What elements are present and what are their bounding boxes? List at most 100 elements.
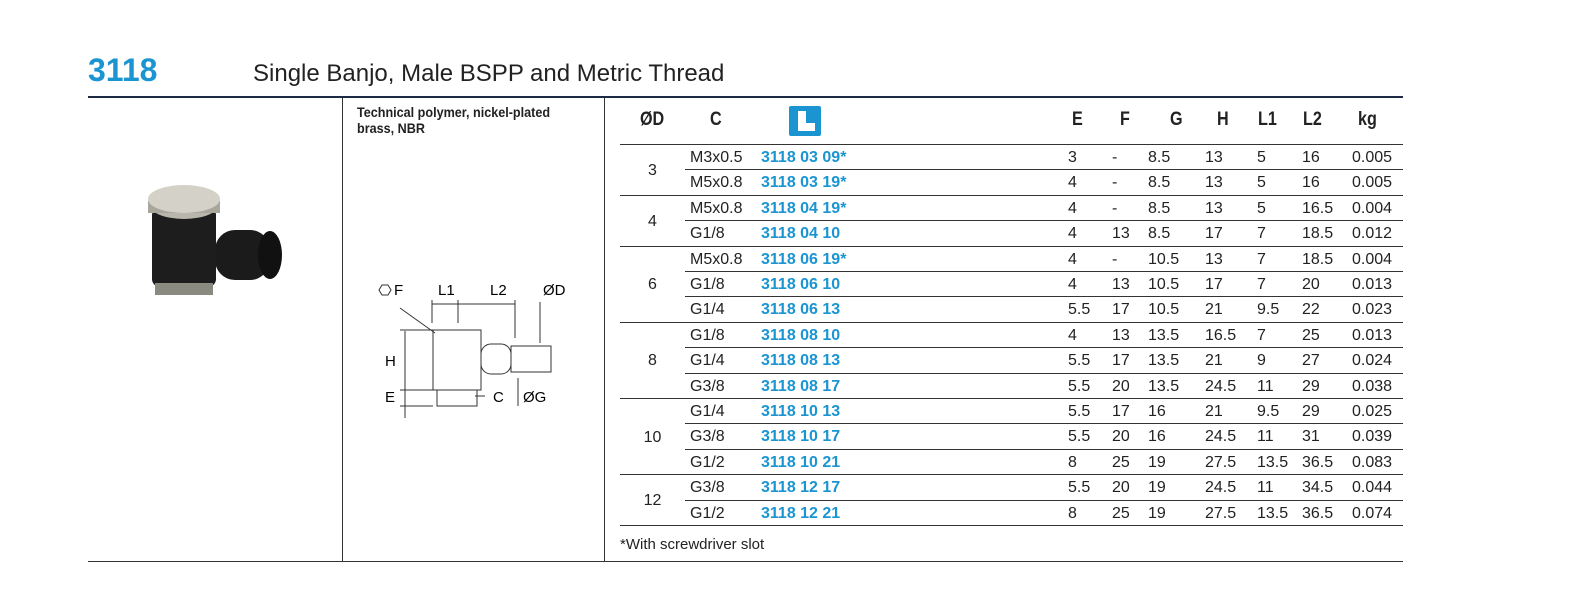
spec-value: 11 (1257, 479, 1274, 497)
dim-label: E (385, 389, 395, 406)
row-rule (620, 321, 1403, 323)
spec-value: 13.5 (1257, 504, 1289, 522)
dimension-drawing: F L1 L2 ØD H E C ØG (378, 282, 566, 418)
spec-value: G3/8 (690, 377, 725, 395)
order-code: 3118 12 21 (761, 504, 841, 522)
diameter: 10 (643, 428, 662, 446)
diameter: 8 (648, 352, 657, 370)
spec-value: 4 (1068, 174, 1077, 192)
product-code: 3118 (88, 52, 158, 88)
spec-value: 0.083 (1352, 453, 1393, 471)
spec-value: 8 (1068, 504, 1077, 522)
spec-value: 22 (1302, 301, 1320, 319)
spec-value: 34.5 (1302, 479, 1334, 497)
spec-value: 13 (1205, 250, 1223, 268)
spec-value: 21 (1205, 403, 1223, 420)
row-rule (685, 423, 1403, 425)
row-rule (685, 448, 1403, 450)
spec-value: 25 (1302, 326, 1320, 344)
spec-value: 16 (1302, 174, 1320, 192)
diameter: 4 (648, 212, 657, 230)
spec-value: - (1112, 174, 1118, 192)
material: Technical polymer, nickel-plated brass, … (357, 104, 551, 136)
column-header: H (1217, 109, 1229, 130)
column-header: L1 (1258, 109, 1277, 130)
spec-value: 0.025 (1352, 403, 1393, 420)
column-header: L2 (1303, 109, 1322, 130)
spec-value: 13.5 (1148, 377, 1180, 395)
spec-value: 17 (1112, 301, 1130, 319)
order-code: 3118 04 19* (761, 199, 847, 217)
order-code: 3118 10 21 (761, 453, 841, 471)
order-code: 3118 03 09* (761, 149, 847, 166)
spec-value: 0.044 (1352, 479, 1393, 497)
spec-value: 4 (1068, 199, 1077, 217)
row-rule (685, 220, 1403, 222)
spec-value: 0.013 (1352, 276, 1393, 293)
spec-value: 13 (1205, 199, 1223, 217)
spec-value: G1/2 (690, 504, 725, 522)
spec-value: G1/4 (690, 301, 725, 319)
spec-value: 5.5 (1068, 352, 1091, 370)
order-code: 3118 08 13 (761, 352, 841, 370)
row-rule (685, 499, 1403, 501)
dim-label: H (385, 353, 396, 370)
spec-value: 13 (1205, 149, 1223, 166)
spec-value: 5 (1257, 149, 1266, 166)
column-header: G (1170, 109, 1183, 130)
spec-value: 31 (1302, 428, 1320, 446)
spec-value: 25 (1112, 453, 1130, 471)
row-rule (620, 144, 1403, 145)
dim-label: ØD (543, 282, 566, 299)
divider (342, 98, 343, 562)
row-rule (685, 347, 1403, 349)
column-header: E (1072, 109, 1083, 130)
spec-value: G1/8 (690, 326, 725, 344)
spec-value: 5.5 (1068, 403, 1091, 420)
dim-label: ØG (523, 389, 546, 406)
row-rule (685, 169, 1403, 171)
spec-value: G1/8 (690, 276, 725, 293)
spec-value: 0.023 (1352, 301, 1393, 319)
spec-value: 3 (1068, 149, 1077, 166)
spec-value: 8.5 (1148, 199, 1171, 217)
header-rule (88, 96, 1403, 98)
dim-label: L2 (490, 282, 507, 299)
spec-value: 17 (1112, 352, 1130, 370)
spec-value: 9.5 (1257, 403, 1280, 420)
spec-value: M5x0.8 (690, 250, 743, 268)
spec-value: 13.5 (1148, 352, 1180, 370)
spec-value: 8.5 (1148, 149, 1171, 166)
spec-value: 4 (1068, 276, 1077, 293)
spec-value: 19 (1148, 504, 1166, 522)
order-code: 3118 03 19* (761, 174, 847, 192)
spec-value: 27 (1302, 352, 1320, 370)
spec-value: 5 (1257, 174, 1266, 192)
spec-value: 0.005 (1352, 149, 1393, 166)
product-photo (148, 185, 282, 295)
spec-value: 0.004 (1352, 250, 1393, 268)
column-header: F (1120, 109, 1130, 130)
spec-value: 17 (1205, 225, 1223, 243)
spec-value: 24.5 (1205, 479, 1237, 497)
spec-value: 25 (1112, 504, 1130, 522)
dim-label: L1 (438, 282, 455, 299)
spec-value: 24.5 (1205, 377, 1237, 395)
bottom-rule (88, 561, 1403, 562)
row-rule (685, 296, 1403, 298)
spec-value: 4 (1068, 326, 1077, 344)
spec-value: G1/4 (690, 403, 725, 420)
spec-value: 5.5 (1068, 479, 1091, 497)
diameter: 6 (648, 276, 657, 294)
spec-value: - (1112, 199, 1118, 217)
column-header: ØD (640, 109, 665, 130)
diameter: 12 (643, 492, 662, 510)
spec-value: 0.038 (1352, 377, 1393, 395)
row-rule (620, 194, 1403, 196)
spec-value: 20 (1112, 428, 1130, 446)
spec-value: 16.5 (1302, 199, 1334, 217)
spec-value: 0.024 (1352, 352, 1393, 370)
product-title: Single Banjo, Male BSPP and Metric Threa… (253, 60, 725, 87)
column-header: kg (1358, 109, 1377, 130)
spec-value: 7 (1257, 276, 1266, 293)
